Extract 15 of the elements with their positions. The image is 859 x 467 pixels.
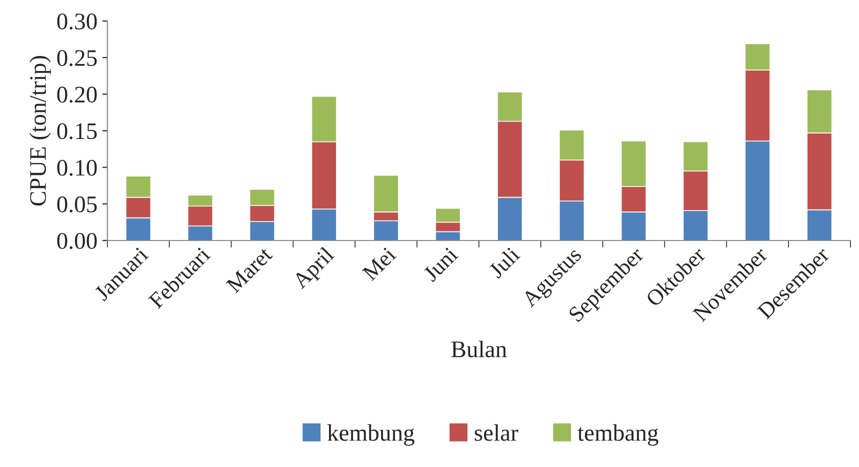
y-tick-label: 0.25 [57,50,97,66]
y-tick-label: 0.15 [57,123,97,140]
legend-label: tembang [578,424,658,446]
legend-label: selar [474,424,518,441]
x-tick-label: Mei [362,246,397,282]
y-tick-label: 0.00 [57,232,97,250]
x-tick-label: Juni [422,246,459,282]
x-tick-label: Juli [487,246,521,279]
legend-label: kembung [327,424,414,446]
y-tick-label: 0.10 [57,160,97,176]
y-tick-label: 0.20 [57,86,97,103]
y-tick-label: 0.30 [57,14,97,30]
y-axis-title: CPUE (ton/trip) [29,56,51,206]
y-tick-label: 0.05 [57,196,97,212]
x-axis-title: Bulan [451,340,507,358]
